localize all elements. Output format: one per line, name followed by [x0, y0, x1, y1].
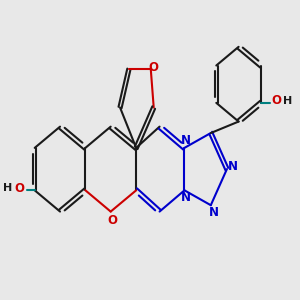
- Text: N: N: [181, 191, 191, 205]
- Text: N: N: [228, 160, 238, 173]
- Text: O: O: [14, 182, 25, 195]
- Text: O: O: [271, 94, 281, 107]
- Text: O: O: [107, 214, 117, 226]
- Text: N: N: [209, 206, 219, 219]
- Text: N: N: [181, 134, 191, 147]
- Text: H: H: [283, 96, 292, 106]
- Text: H: H: [3, 183, 12, 193]
- Text: O: O: [149, 61, 159, 74]
